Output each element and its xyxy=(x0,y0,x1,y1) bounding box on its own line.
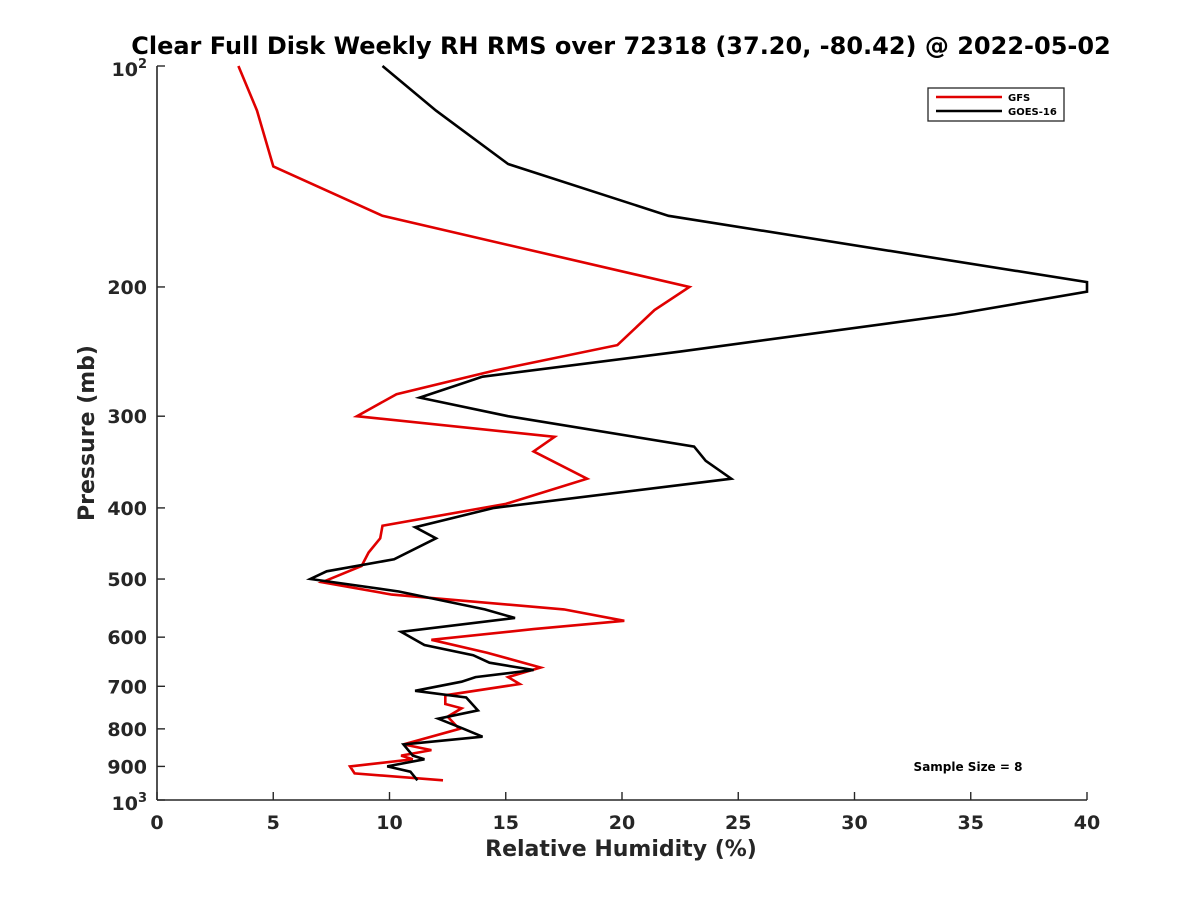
x-tick-label: 35 xyxy=(958,812,984,834)
x-tick-label: 0 xyxy=(150,812,163,834)
y-bottom-limit-base: 10 xyxy=(112,793,138,815)
x-ticks: 0 5 10 15 20 25 30 35 40 xyxy=(150,792,1100,834)
sample-size-annotation: Sample Size = 8 xyxy=(914,760,1023,774)
series-line-gfs xyxy=(237,65,693,782)
x-axis-label: Relative Humidity (%) xyxy=(485,837,757,862)
series-line-goes-16 xyxy=(305,65,1089,782)
y-tick-label: 300 xyxy=(107,406,147,428)
x-tick-label: 15 xyxy=(493,812,519,834)
x-tick-label: 30 xyxy=(841,812,867,834)
y-tick-label: 700 xyxy=(107,676,147,698)
y-tick-label: 400 xyxy=(107,498,147,520)
legend-label-gfs: GFS xyxy=(1008,93,1030,104)
y-top-limit-label: 102 xyxy=(112,57,148,81)
y-tick-label: 200 xyxy=(107,277,147,299)
y-ticks: 200 300 400 500 600 700 800 900 xyxy=(107,65,165,801)
legend-label-goes16: GOES-16 xyxy=(1008,107,1057,118)
y-top-limit-base: 10 xyxy=(112,59,138,81)
y-tick-label: 600 xyxy=(107,627,147,649)
y-tick-label: 800 xyxy=(107,719,147,741)
chart-title: Clear Full Disk Weekly RH RMS over 72318… xyxy=(131,32,1111,60)
x-tick-label: 10 xyxy=(376,812,402,834)
legend-box xyxy=(927,87,1065,122)
legend: GFS GOES-16 xyxy=(927,87,1065,122)
y-axis-label: Pressure (mb) xyxy=(75,345,100,521)
x-tick-label: 25 xyxy=(725,812,751,834)
x-tick-label: 20 xyxy=(609,812,635,834)
x-tick-label: 40 xyxy=(1074,812,1100,834)
y-bottom-limit-label: 103 xyxy=(112,791,148,815)
y-top-limit-exp: 2 xyxy=(138,57,147,72)
x-tick-label: 5 xyxy=(267,812,280,834)
series-layer xyxy=(237,65,1089,782)
y-tick-label: 900 xyxy=(107,756,147,778)
y-bottom-limit-exp: 3 xyxy=(138,791,147,806)
y-tick-label: 500 xyxy=(107,569,147,591)
